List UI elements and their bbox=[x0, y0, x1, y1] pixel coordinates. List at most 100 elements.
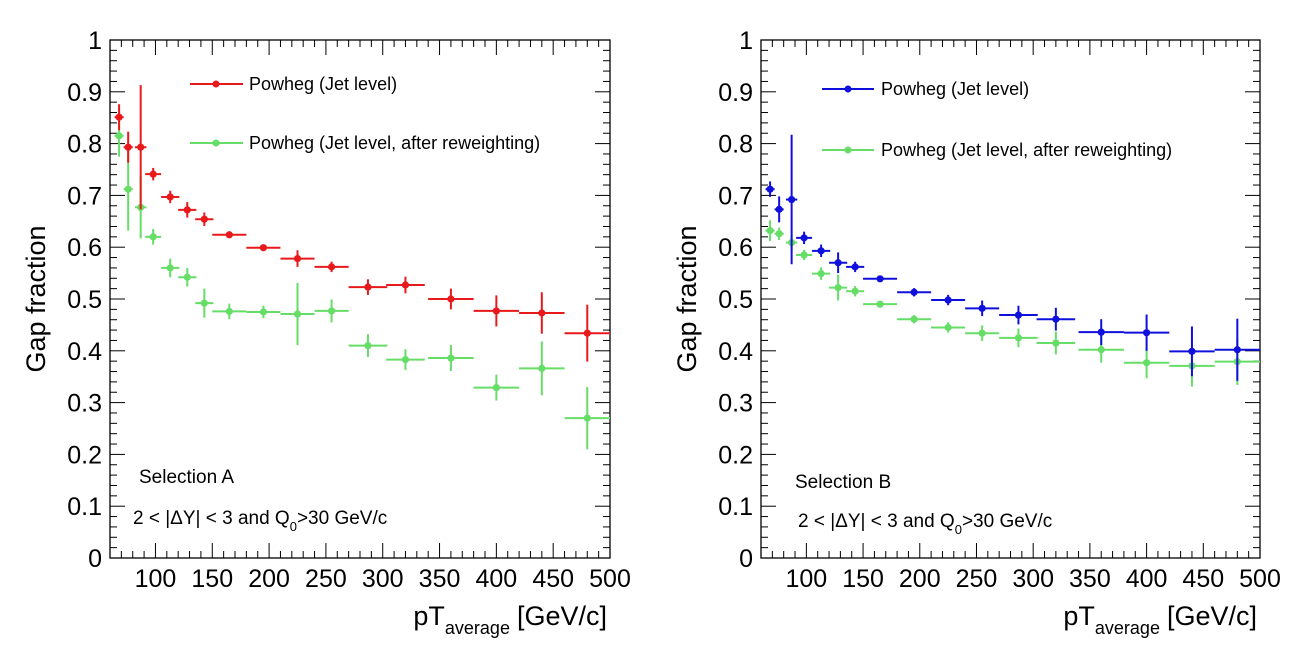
annotation-cut-pre: 2 < |ΔY| < 3 and Q bbox=[133, 508, 290, 529]
data-point bbox=[1097, 328, 1105, 336]
legend-marker-series-1 bbox=[212, 139, 220, 147]
y-tick-label: 0.6 bbox=[718, 234, 753, 262]
data-point bbox=[115, 113, 123, 121]
x-tick-label: 350 bbox=[419, 565, 461, 593]
y-tick-label: 0.9 bbox=[718, 79, 753, 107]
data-point bbox=[775, 205, 783, 213]
data-point bbox=[492, 307, 500, 315]
x-tick-label: 150 bbox=[191, 565, 233, 593]
x-axis-title-sub: average bbox=[1095, 618, 1160, 638]
data-point bbox=[1052, 315, 1060, 323]
data-point bbox=[259, 244, 268, 252]
data-point bbox=[788, 195, 796, 204]
x-axis-title: pTaverage [GeV/c] bbox=[1063, 601, 1257, 638]
legend-label-series-1: Powheg (Jet level, after reweighting) bbox=[249, 133, 540, 153]
data-point bbox=[364, 342, 372, 350]
data-point bbox=[166, 264, 174, 272]
data-point bbox=[583, 414, 591, 422]
data-point bbox=[944, 296, 952, 304]
legend-marker-series-0 bbox=[212, 80, 220, 88]
data-point bbox=[225, 231, 233, 239]
y-tick-label: 0.3 bbox=[67, 390, 102, 418]
y-tick-label: 1 bbox=[739, 27, 753, 55]
chart-panel-selection-a: 100 150 200 250 300 350 400 450 500 0 0.1 0.2 0.3 0.4… bbox=[21, 27, 631, 638]
data-point bbox=[401, 281, 410, 289]
x-tick-label: 250 bbox=[305, 565, 347, 593]
x-axis-title-sub: average bbox=[445, 618, 510, 638]
x-tick-label: 150 bbox=[842, 565, 884, 593]
y-axis-title: Gap fraction bbox=[21, 225, 51, 372]
data-point bbox=[944, 323, 952, 332]
data-point bbox=[225, 307, 233, 316]
data-point bbox=[775, 230, 783, 238]
y-tick-label: 0.1 bbox=[718, 493, 753, 521]
y-tick-label: 0.5 bbox=[718, 286, 753, 314]
y-tick-label: 0.7 bbox=[718, 182, 753, 210]
axis-ticks: 100 150 200 250 300 350 400 450 500 0 0.1 0.2 0.3 0.4… bbox=[718, 27, 1281, 593]
x-tick-label: 500 bbox=[1239, 565, 1281, 593]
data-point bbox=[1014, 311, 1023, 319]
annotation-cut: 2 < |ΔY| < 3 and Q0>30 GeV/c bbox=[133, 508, 387, 534]
y-tick-label: 0.4 bbox=[67, 338, 102, 366]
data-point bbox=[1014, 334, 1023, 342]
x-tick-label: 450 bbox=[1182, 565, 1224, 593]
legend-marker-series-0 bbox=[844, 85, 852, 93]
series-0 bbox=[765, 134, 1260, 381]
y-tick-label: 0.2 bbox=[67, 441, 102, 469]
data-point bbox=[1142, 329, 1151, 337]
y-tick-label: 0 bbox=[88, 545, 102, 573]
y-tick-label: 0.6 bbox=[67, 234, 102, 262]
data-point bbox=[259, 308, 268, 316]
data-point bbox=[800, 234, 808, 242]
data-point bbox=[124, 143, 132, 151]
y-tick-label: 0.2 bbox=[718, 441, 753, 469]
legend-label-series-0: Powheg (Jet level) bbox=[249, 74, 397, 94]
annotation-cut-sub: 0 bbox=[955, 522, 962, 537]
annotation-selection: Selection A bbox=[139, 467, 234, 488]
data-point bbox=[137, 143, 145, 151]
y-tick-label: 0.8 bbox=[67, 131, 102, 159]
annotation-cut-sub: 0 bbox=[290, 519, 297, 534]
legend-label-series-1: Powheg (Jet level, after reweighting) bbox=[881, 140, 1172, 160]
data-point bbox=[817, 247, 825, 255]
x-axis-title-unit: [GeV/c] bbox=[517, 601, 607, 631]
data-point bbox=[183, 273, 191, 281]
data-point bbox=[401, 356, 410, 364]
data-point bbox=[834, 259, 842, 267]
annotation-cut-pre: 2 < |ΔY| < 3 and Q bbox=[798, 511, 955, 532]
data-point bbox=[876, 275, 884, 283]
data-point bbox=[583, 329, 591, 337]
x-axis-title: pTaverage [GeV/c] bbox=[413, 601, 607, 638]
x-tick-label: 100 bbox=[786, 565, 828, 593]
y-tick-label: 1 bbox=[88, 27, 102, 55]
data-point bbox=[293, 254, 302, 263]
y-tick-label: 0.5 bbox=[67, 286, 102, 314]
data-point bbox=[149, 233, 157, 241]
data-point bbox=[200, 215, 208, 223]
y-axis-title: Gap fraction bbox=[672, 225, 702, 372]
data-point bbox=[910, 288, 918, 296]
x-axis-title-main: pT bbox=[1063, 601, 1095, 631]
x-tick-label: 400 bbox=[476, 565, 518, 593]
data-point bbox=[978, 329, 986, 337]
chart-panel-selection-b: 100 150 200 250 300 350 400 450 500 0 0.1 0.2 0.3 0.4… bbox=[672, 27, 1281, 638]
legend: Powheg (Jet level) Powheg (Jet level, af… bbox=[822, 79, 1172, 160]
data-point bbox=[766, 185, 774, 193]
series-1 bbox=[114, 115, 610, 450]
x-tick-label: 300 bbox=[1012, 565, 1054, 593]
axis-ticks: 100 150 200 250 300 350 400 450 500 0 0.1 0.2 0.3 0.4… bbox=[67, 27, 631, 593]
legend-marker-series-1 bbox=[844, 146, 852, 154]
data-point bbox=[766, 227, 774, 235]
data-point bbox=[327, 263, 336, 271]
y-tick-label: 0.8 bbox=[718, 131, 753, 159]
x-tick-label: 250 bbox=[956, 565, 998, 593]
y-tick-label: 0.7 bbox=[67, 182, 102, 210]
data-point bbox=[538, 309, 546, 317]
data-point bbox=[978, 304, 986, 312]
data-point bbox=[492, 383, 500, 392]
data-point bbox=[851, 287, 859, 295]
data-point bbox=[149, 170, 157, 178]
x-tick-label: 200 bbox=[899, 565, 941, 593]
data-point bbox=[834, 284, 842, 292]
data-point bbox=[124, 185, 132, 193]
